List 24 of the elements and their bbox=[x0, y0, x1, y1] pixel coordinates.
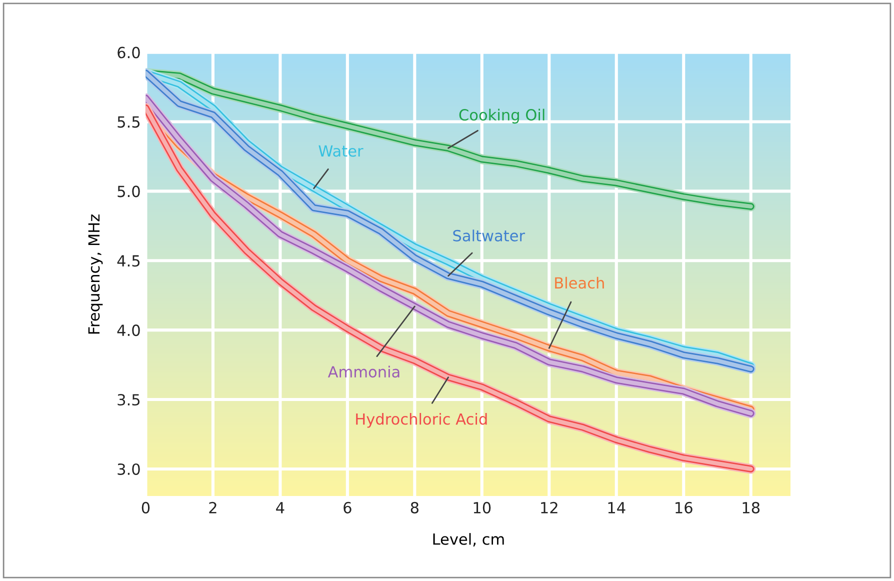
y-axis-title: Frequency, MHz bbox=[88, 214, 103, 334]
y-tick-label: 5.0 bbox=[118, 186, 140, 198]
x-tick-label: 0 bbox=[142, 502, 150, 514]
x-tick-label: 10 bbox=[474, 502, 491, 514]
series-label: Hydrochloric Acid bbox=[356, 412, 487, 428]
x-tick-label: 8 bbox=[410, 502, 418, 514]
y-tick-label: 5.5 bbox=[118, 116, 140, 128]
x-tick-label: 14 bbox=[608, 502, 626, 514]
y-tick-label: 3.5 bbox=[118, 394, 140, 406]
x-tick-label: 12 bbox=[541, 502, 558, 514]
x-tick-label: 16 bbox=[676, 502, 692, 514]
y-tick-label: 3.0 bbox=[118, 463, 140, 475]
series-label: Cooking Oil bbox=[459, 108, 544, 124]
x-axis-title: Level, cm bbox=[433, 533, 504, 546]
x-tick-label: 6 bbox=[344, 502, 352, 514]
y-tick-label: 6.0 bbox=[118, 46, 140, 58]
x-tick-label: 2 bbox=[209, 502, 216, 514]
x-tick-label: 4 bbox=[276, 502, 284, 514]
text: Bleach bbox=[555, 276, 604, 289]
text: Saltwater bbox=[453, 230, 526, 242]
x-tick-label: 18 bbox=[742, 502, 760, 514]
text: Ammonia bbox=[328, 366, 400, 378]
y-tick-label: 4.0 bbox=[117, 324, 140, 336]
y-tick-label: 4.5 bbox=[117, 255, 140, 267]
